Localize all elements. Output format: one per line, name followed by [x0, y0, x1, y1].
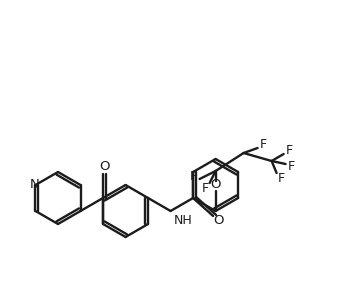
Text: F: F: [288, 160, 295, 172]
Text: O: O: [210, 178, 221, 191]
Text: F: F: [286, 144, 293, 157]
Text: N: N: [30, 178, 39, 191]
Text: F: F: [202, 182, 209, 196]
Text: NH: NH: [174, 214, 192, 227]
Text: F: F: [278, 172, 285, 185]
Text: F: F: [190, 169, 197, 182]
Text: F: F: [260, 138, 267, 151]
Text: O: O: [99, 160, 109, 173]
Text: O: O: [213, 215, 223, 228]
